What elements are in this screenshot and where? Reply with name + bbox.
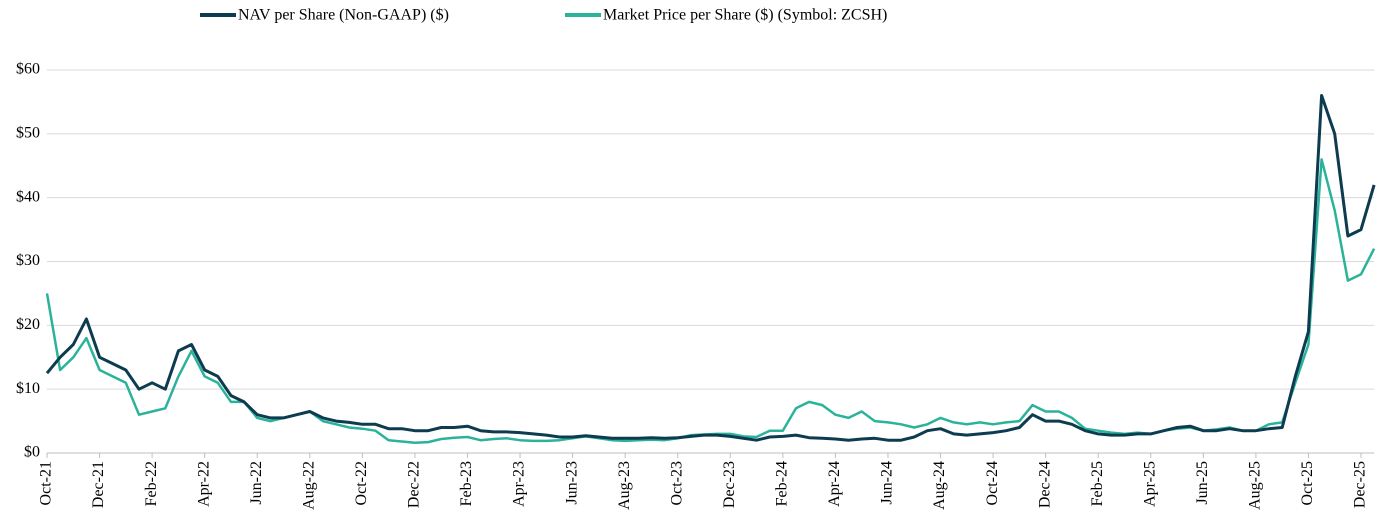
x-tick-label: Apr-22 [195, 461, 212, 507]
x-tick-label: Oct-24 [984, 461, 1001, 505]
x-tick-label: Jun-22 [248, 461, 265, 505]
series-line [45, 158, 1376, 445]
x-tick-label: Aug-25 [1247, 461, 1264, 510]
legend-label: Market Price per Share ($) (Symbol: ZCSH… [603, 7, 887, 24]
y-tick-label: $0 [24, 444, 40, 461]
y-tick-label: $50 [16, 125, 40, 142]
x-tick-label: Dec-24 [1036, 461, 1053, 508]
x-tick-label: Apr-25 [1141, 461, 1158, 507]
x-tick-label: Feb-25 [1089, 461, 1106, 506]
x-tick-label: Oct-23 [668, 461, 685, 505]
x-tick-label: Jun-25 [1194, 461, 1211, 505]
x-tick-label: Dec-21 [90, 461, 107, 508]
x-tick-label: Feb-23 [458, 461, 475, 506]
y-tick-label: $60 [16, 61, 40, 78]
x-tick-label: Jun-24 [879, 461, 896, 505]
y-tick-label: $40 [16, 188, 40, 205]
x-tick-label: Jun-23 [563, 461, 580, 505]
x-tick-label: Aug-22 [300, 461, 317, 510]
y-tick-label: $20 [16, 316, 40, 333]
x-tick-label: Dec-23 [721, 461, 738, 508]
x-tick-label: Oct-22 [353, 461, 370, 505]
x-tick-label: Aug-24 [931, 461, 948, 510]
y-tick-label: $30 [16, 252, 40, 269]
x-tick-label: Oct-25 [1299, 461, 1316, 505]
x-tick-label: Feb-24 [774, 461, 791, 506]
series-line [45, 94, 1376, 442]
x-tick-label: Apr-24 [826, 461, 843, 507]
x-tick-label: Feb-22 [143, 461, 160, 506]
legend-label: NAV per Share (Non-GAAP) ($) [238, 7, 449, 24]
x-tick-label: Aug-23 [616, 461, 633, 510]
x-tick-label: Dec-25 [1352, 461, 1369, 508]
x-tick-label: Oct-21 [38, 461, 55, 505]
y-tick-label: $10 [16, 380, 40, 397]
x-tick-label: Apr-23 [511, 461, 528, 507]
x-tick-label: Dec-22 [406, 461, 423, 508]
